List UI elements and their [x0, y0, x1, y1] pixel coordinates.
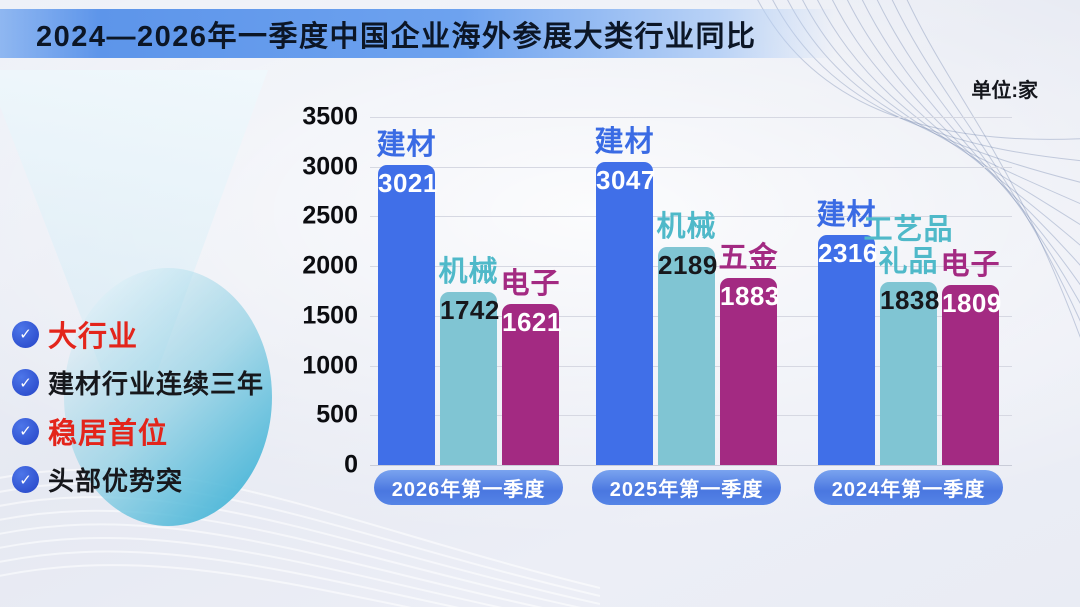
- x-axis-group-label: 2025年第一季度: [592, 470, 781, 505]
- unit-label: 单位:家: [971, 80, 1038, 102]
- checklist-item-label: 头部优势突: [48, 466, 184, 496]
- teal-circle-decoration: [64, 268, 272, 526]
- bar-机械: 1742: [440, 291, 500, 465]
- checklist-item: ✓ 大行业: [12, 313, 264, 355]
- bar-建材: 3021: [378, 164, 438, 465]
- checklist-item: ✓ 稳居首位: [12, 410, 264, 452]
- y-tick-label: 0: [344, 450, 358, 479]
- page-title: 2024—2026年一季度中国企业海外参展大类行业同比: [36, 20, 757, 53]
- bar-category-label: 电子: [500, 267, 561, 300]
- y-tick-label: 3500: [302, 102, 358, 131]
- gridline: [370, 465, 1012, 466]
- title-banner: 2024—2026年一季度中国企业海外参展大类行业同比: [0, 9, 835, 58]
- checklist-item: ✓ 建材行业连续三年: [12, 364, 264, 401]
- plot-area: 3500 3000 2500 2000 1500 1000 500 0 3021 建材 1742 机械…: [302, 103, 1012, 479]
- bar-机械: 2189: [658, 247, 718, 465]
- gridline: [370, 166, 1012, 168]
- check-icon: ✓: [12, 369, 39, 396]
- checklist-item-label: 大行业: [48, 321, 139, 353]
- y-tick-label: 2500: [302, 201, 358, 230]
- y-tick-label: 500: [316, 400, 358, 429]
- checklist-item: ✓ 头部优势突: [12, 461, 264, 498]
- bar-value-label: 3047: [596, 165, 656, 196]
- bar-电子: 1621: [502, 303, 562, 465]
- bar-category-label: 机械: [438, 255, 499, 288]
- bar-五金: 1883: [720, 277, 780, 465]
- gridline: [370, 117, 1012, 118]
- bar-value-label: 1621: [502, 306, 562, 337]
- gridline: [370, 216, 1012, 218]
- bar-建材: 3047: [596, 162, 656, 465]
- bar-工艺品礼品: 1838: [880, 282, 940, 465]
- checklist-item-label: 稳居首位: [48, 418, 169, 450]
- check-icon: ✓: [12, 417, 39, 445]
- check-icon: ✓: [12, 320, 39, 348]
- x-axis-group-label: 2026年第一季度: [374, 470, 563, 505]
- bar-value-label: 1809: [942, 288, 1002, 319]
- y-tick-label: 3000: [302, 152, 358, 181]
- y-tick-label: 1000: [302, 351, 358, 380]
- bar-category-label: 建材: [594, 126, 655, 159]
- bar-category-label: 工艺品 礼品: [863, 214, 954, 279]
- bar-value-label: 1742: [440, 294, 500, 325]
- bar-category-label: 电子: [940, 249, 1001, 282]
- bar-category-label: 建材: [816, 198, 877, 231]
- x-axis-group-label: 2024年第一季度: [814, 470, 1003, 505]
- bar-category-label: 机械: [656, 211, 717, 244]
- bar-value-label: 2316: [818, 237, 878, 268]
- bar-category-label: 建材: [376, 128, 437, 161]
- bar-电子: 1809: [942, 285, 1002, 465]
- checklist-item-label: 建材行业连续三年: [48, 369, 265, 399]
- bar-建材: 2316: [818, 234, 878, 465]
- y-tick-label: 2000: [302, 251, 358, 280]
- bar-category-label: 五金: [718, 241, 779, 274]
- bar-value-label: 3021: [378, 167, 438, 198]
- bar-value-label: 1883: [720, 280, 780, 311]
- bar-value-label: 1838: [880, 285, 940, 316]
- bar-value-label: 2189: [658, 250, 718, 281]
- y-tick-label: 1500: [302, 301, 358, 330]
- check-icon: ✓: [12, 466, 39, 493]
- insight-checklist: ✓ 大行业 ✓ 建材行业连续三年 ✓ 稳居首位 ✓ 头部优势突: [12, 313, 264, 507]
